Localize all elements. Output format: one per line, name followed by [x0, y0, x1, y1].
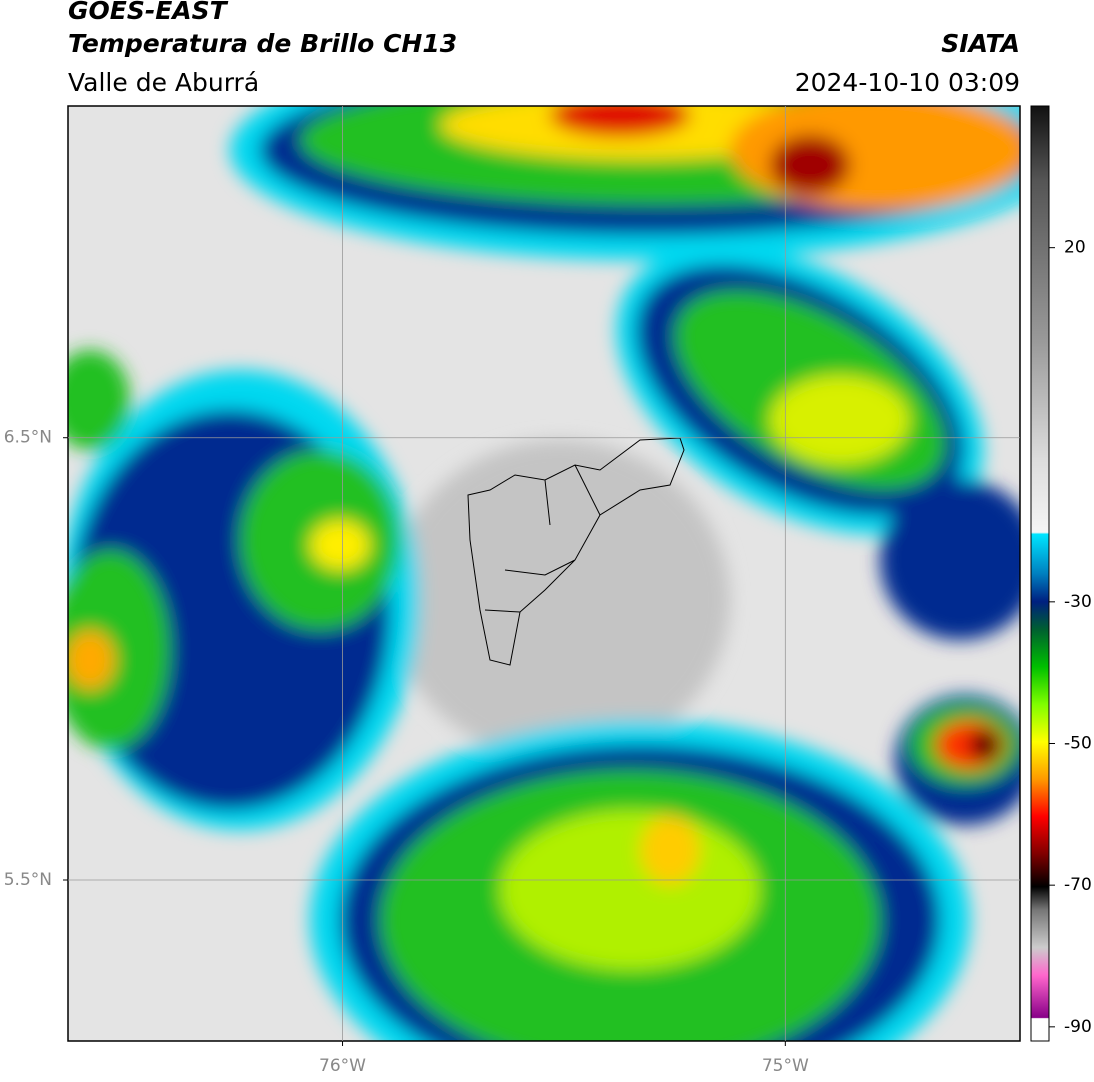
colorbar-label: -50	[1064, 734, 1092, 754]
map-frame	[67, 105, 1021, 1042]
y-tick-label: 6.5°N	[4, 428, 52, 448]
y-tick-label: 5.5°N	[4, 870, 52, 890]
title: GOES-EAST	[68, 0, 229, 25]
colorbar	[1030, 105, 1050, 1042]
map-field	[68, 106, 1020, 1041]
x-tick-label: 75°W	[762, 1056, 809, 1076]
colorbar-label: -30	[1064, 592, 1092, 612]
x-tick-label: 76°W	[319, 1056, 366, 1076]
subtitle: Temperatura de Brillo CH13	[68, 29, 457, 58]
datetime: 2024-10-10 03:09	[795, 68, 1020, 97]
region: Valle de Aburrá	[68, 68, 259, 97]
colorbar-label: -70	[1064, 875, 1092, 895]
colorbar-label: -90	[1064, 1017, 1092, 1037]
source: SIATA	[941, 29, 1020, 58]
colorbar-label: 20	[1064, 238, 1086, 258]
